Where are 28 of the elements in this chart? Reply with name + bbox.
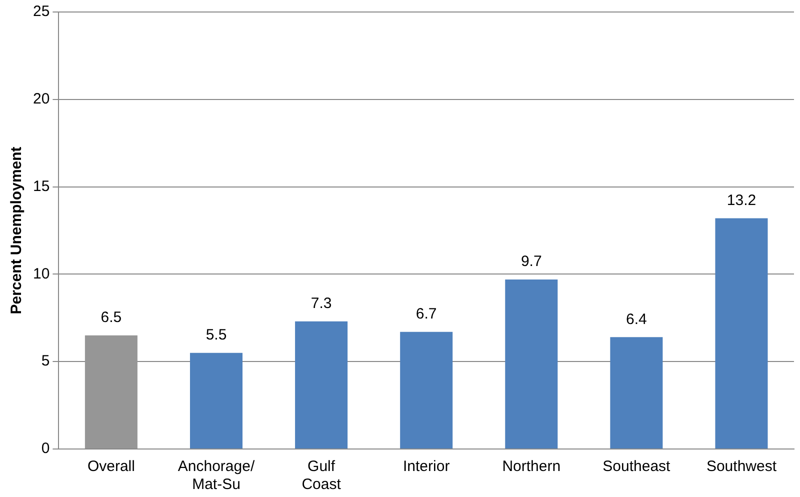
data-label: 6.7 — [416, 306, 437, 323]
data-label: 6.4 — [626, 310, 647, 328]
y-axis-title: Percent Unemployment — [8, 146, 26, 314]
bar — [190, 352, 243, 448]
x-tick-label: Southwest — [706, 458, 778, 476]
x-tick-label: Anchorage/Mat-Su — [178, 458, 256, 494]
data-label: 13.2 — [726, 192, 756, 209]
bar — [505, 279, 558, 448]
y-tick-label: 0 — [41, 440, 50, 458]
bar — [84, 335, 138, 448]
y-tick-label: 5 — [41, 352, 50, 370]
x-tick-label: Interior — [403, 458, 450, 476]
data-label: 6.5 — [100, 309, 122, 326]
data-label: 5.5 — [206, 326, 227, 344]
data-label: 7.3 — [310, 295, 332, 312]
y-tick-label: 15 — [32, 178, 50, 195]
bar — [610, 337, 663, 448]
x-tick-label: Northern — [502, 458, 561, 476]
x-tick-label: Southeast — [602, 458, 672, 476]
bar — [715, 218, 768, 448]
x-tick-label: Gulf Coast — [302, 458, 342, 494]
y-tick-label: 10 — [32, 265, 50, 282]
bar — [400, 332, 453, 448]
x-tick-label: Overall — [87, 458, 135, 476]
data-label: 9.7 — [520, 253, 542, 270]
bar — [295, 321, 348, 448]
y-tick-label: 25 — [32, 3, 50, 20]
y-tick-label: 20 — [32, 90, 50, 108]
